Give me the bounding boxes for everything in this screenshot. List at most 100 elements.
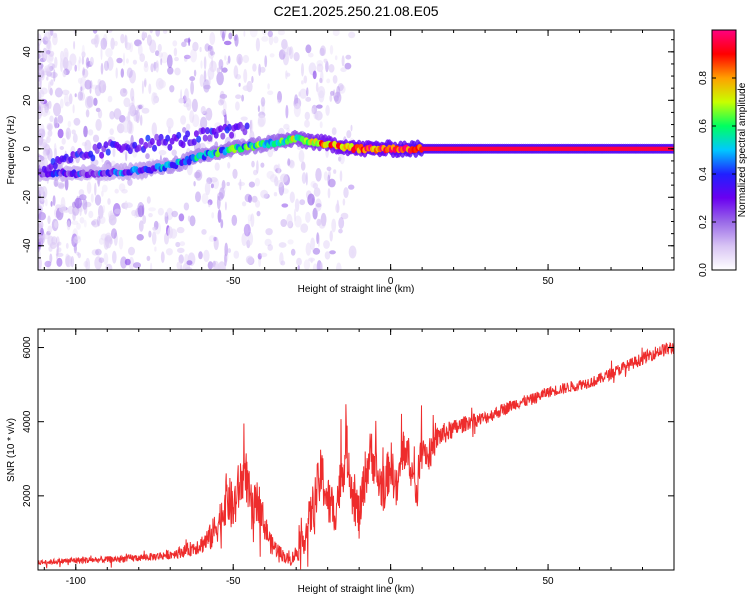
spectrogram-noise-mark: [139, 53, 145, 62]
spectrogram-noise-mark: [221, 109, 227, 116]
spectrogram-noise-mark: [38, 258, 42, 269]
spectrogram-branch-mark: [136, 144, 142, 152]
spectrogram-branch-mark: [52, 162, 58, 170]
spectrogram-noise-mark: [141, 80, 144, 94]
spectrogram-noise-mark: [64, 51, 69, 62]
spectrogram-branch-mark: [218, 125, 224, 133]
spectrogram-noise-mark: [42, 233, 50, 240]
spectrogram-noise-mark: [56, 242, 59, 256]
spectrogram-noise-mark: [281, 203, 289, 208]
spectrogram-noise-mark: [141, 107, 150, 114]
spectrogram-noise-mark: [114, 208, 121, 215]
spectrogram-noise-mark: [141, 204, 145, 216]
spectrogram-noise-mark: [164, 211, 168, 217]
spectrogram-noise-mark: [42, 128, 46, 138]
spectrogram-noise-mark: [221, 31, 225, 42]
spectrogram-noise-mark: [200, 106, 206, 115]
spectrogram-noise-mark: [193, 171, 201, 179]
spectrogram-noise-mark: [205, 107, 213, 121]
spectrogram-xtick-label: -50: [226, 276, 241, 287]
spectrogram-branch-mark: [167, 143, 173, 151]
spectrogram-noise-mark: [50, 201, 53, 207]
spectrogram-noise-mark: [118, 183, 126, 192]
spectrogram-noise-mark: [74, 64, 77, 72]
spectrogram-noise-mark: [38, 49, 43, 58]
colorbar-tick-label: 0.6: [698, 119, 709, 133]
spectrogram-noise-mark: [226, 181, 230, 187]
spectrogram-noise-mark: [182, 126, 187, 133]
spectrogram-noise-mark: [135, 109, 140, 124]
spectrogram-noise-mark: [300, 223, 309, 233]
spectrogram-branch-mark: [229, 131, 235, 139]
spectrogram-noise-mark: [311, 104, 318, 115]
spectrogram-noise-mark: [273, 36, 279, 44]
spectrogram-noise-mark: [218, 99, 224, 106]
spectrogram-noise-mark: [148, 230, 152, 238]
spectrogram-noise-mark: [344, 62, 352, 70]
spectrogram-noise-mark: [151, 231, 157, 245]
spectrogram-noise-mark: [94, 194, 102, 206]
spectrogram-noise-mark: [303, 75, 308, 84]
spectrogram-noise-mark: [47, 225, 53, 234]
spectrogram-noise-mark: [224, 55, 227, 61]
spectrogram-noise-mark: [319, 121, 323, 129]
spectrogram-noise-mark: [81, 68, 89, 78]
spectrogram-marks: [38, 30, 674, 270]
spectrogram-ytick-label: 0: [22, 146, 33, 152]
spectrogram-noise-mark: [199, 46, 202, 53]
spectrogram-noise-mark: [165, 248, 173, 256]
spectrogram-noise-mark: [109, 110, 115, 120]
spectrogram-noise-mark: [221, 67, 228, 73]
spectrogram-noise-mark: [251, 160, 255, 168]
spectrogram-branch-mark: [165, 134, 171, 142]
spectrogram-branch-mark: [207, 134, 213, 142]
spectrogram-noise-mark: [112, 148, 115, 157]
spectrogram-noise-mark: [76, 222, 81, 230]
spectrogram-branch-mark: [138, 137, 144, 145]
spectrogram-noise-mark: [53, 69, 56, 82]
spectrogram-noise-mark: [245, 255, 254, 265]
spectrogram-noise-mark: [51, 63, 55, 70]
spectrogram-noise-mark: [235, 94, 242, 99]
spectrogram-noise-mark: [42, 142, 48, 148]
spectrogram-noise-mark: [286, 46, 292, 56]
spectrogram-noise-mark: [83, 204, 88, 215]
spectrogram-xtick-label: 0: [388, 276, 394, 287]
spectrogram-noise-mark: [193, 69, 197, 77]
spectrogram-noise-mark: [122, 120, 130, 133]
spectrogram-branch-mark: [143, 141, 149, 149]
spectrogram-noise-mark: [299, 199, 306, 206]
spectrogram-noise-mark: [283, 123, 290, 130]
spectrogram-noise-mark: [207, 261, 214, 270]
spectrogram-noise-mark: [191, 98, 198, 112]
spectrogram-noise-mark: [167, 226, 173, 239]
spectrogram-branch-mark: [202, 134, 208, 142]
spectrogram-noise-mark: [203, 69, 207, 82]
spectrogram-noise-mark: [242, 85, 250, 91]
spectrogram-noise-mark: [63, 93, 69, 107]
colorbar-label: Normalized spectral amplitude: [737, 82, 748, 217]
spectrogram-noise-mark: [193, 181, 196, 187]
spectrogram-branch-mark: [204, 127, 210, 135]
spectrogram-noise-mark: [338, 156, 342, 162]
spectrogram-branch-mark: [213, 131, 219, 139]
spectrogram-noise-mark: [57, 128, 64, 139]
spectrogram-noise-mark: [166, 54, 173, 69]
spectrogram-noise-mark: [90, 193, 94, 203]
spectrogram-noise-mark: [40, 227, 44, 236]
spectrogram-noise-mark: [257, 253, 262, 260]
spectrogram-noise-mark: [126, 67, 133, 79]
spectrogram-branch-mark: [152, 144, 157, 152]
spectrogram-noise-mark: [228, 32, 233, 40]
spectrogram-noise-mark: [217, 192, 224, 201]
spectrogram-noise-mark: [77, 59, 81, 72]
spectrogram-noise-mark: [247, 194, 253, 203]
spectrogram-noise-mark: [190, 48, 197, 63]
spectrogram-noise-mark: [319, 77, 323, 84]
spectrogram-noise-mark: [233, 250, 240, 259]
spectrogram-branch-mark: [48, 163, 54, 171]
spectrogram-noise-mark: [326, 166, 332, 171]
spectrogram-noise-mark: [183, 202, 190, 211]
spectrogram-noise-mark: [47, 123, 53, 132]
spectrogram-noise-mark: [286, 213, 293, 228]
